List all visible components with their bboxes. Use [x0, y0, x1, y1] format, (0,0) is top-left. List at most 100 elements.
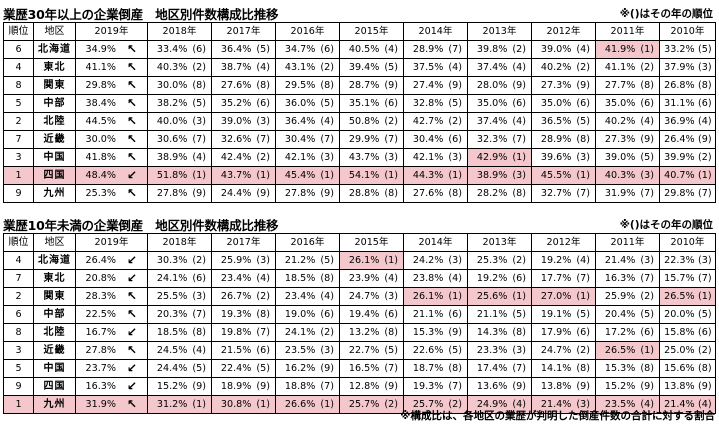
year-rank: (2) [384, 399, 398, 410]
region-cell: 中国 [33, 148, 76, 167]
share-value: 39.0% [540, 44, 572, 55]
table-row: 3 中国 41.8% ↖ 38.9% (4) 42.4% (2) 42.1% (3) 43.7% (3… [3, 148, 716, 167]
year-cell: 36.4% (5) [211, 40, 276, 59]
year-cell: 19.0% (6) [275, 305, 340, 324]
share-value: 21.2% [284, 255, 316, 266]
share-value: 19.4% [348, 309, 380, 320]
year-rank: (9) [320, 188, 334, 199]
year-cell: 40.3% (3) [595, 166, 660, 185]
year-cell: 17.4% (7) [467, 359, 532, 378]
share-value: 51.8% [156, 170, 188, 181]
rank-cell: 9 [3, 184, 34, 203]
year-cell: 30.8% (1) [211, 395, 276, 414]
year-rank: (9) [256, 188, 270, 199]
share-value: 15.7% [664, 273, 695, 284]
share-value: 28.3% [85, 291, 116, 302]
year-cell: 15.2% (9) [147, 377, 212, 396]
table1: 順位 地区 2019年 2018年 2017年 2016年 2015年 2014年 2013年 2… [3, 22, 716, 203]
arrow-up-left-icon: ↖ [126, 96, 138, 110]
year-rank: (1) [576, 170, 590, 181]
year-rank: (1) [192, 170, 206, 181]
arrow-up-left-icon: ↖ [126, 114, 138, 128]
year-cell: 25.5% (3) [147, 287, 212, 306]
year-rank: (3) [448, 255, 462, 266]
share-value: 25.6% [476, 291, 508, 302]
region-cell: 関東 [33, 287, 76, 306]
year-cell: 18.9% (9) [211, 377, 276, 396]
share-value: 13.8% [540, 381, 572, 392]
arrow-up-left-icon: ↖ [126, 42, 138, 56]
share-value: 40.2% [604, 116, 636, 127]
share-value: 18.5% [156, 327, 188, 338]
year-cell: 23.3% (3) [467, 341, 532, 360]
year-cell: 51.8% (1) [147, 166, 212, 185]
share-value: 39.8% [476, 44, 508, 55]
share-value: 42.1% [412, 152, 444, 163]
year-cell: 24.1% (6) [147, 269, 212, 288]
year-cell: 18.5% (8) [275, 269, 340, 288]
rank-cell: 7 [3, 269, 34, 288]
year-cell: 39.0% (5) [595, 148, 660, 167]
year-rank: (3) [320, 152, 334, 163]
year-cell: 20.0% (5) [659, 305, 716, 324]
year-rank: (7) [384, 134, 398, 145]
year-rank: (4) [384, 273, 398, 284]
share-value: 28.7% [348, 80, 380, 91]
year-rank: (4) [192, 345, 206, 356]
year-rank: (2) [576, 62, 590, 73]
share-value: 30.4% [412, 134, 444, 145]
year-rank: (9) [192, 381, 206, 392]
year-rank: (1) [512, 291, 526, 302]
column-header: 2015年 [339, 233, 404, 252]
year-rank: (7) [576, 273, 590, 284]
year-rank: (6) [256, 98, 270, 109]
year-rank: (2) [698, 152, 712, 163]
share-value: 26.7% [220, 291, 252, 302]
share-value: 19.2% [540, 255, 572, 266]
share-value: 17.9% [540, 327, 572, 338]
rank-cell: 1 [3, 166, 34, 185]
year-cell: 33.2% (5) [659, 40, 716, 59]
year-cell: 27.6% (8) [211, 76, 276, 95]
year-rank: (3) [576, 152, 590, 163]
year-rank: (4) [512, 399, 526, 410]
current-year-cell: 29.8% ↖ [75, 76, 148, 95]
share-value: 45.5% [540, 170, 572, 181]
year-rank: (7) [640, 188, 654, 199]
year-rank: (8) [640, 363, 654, 374]
year-rank: (4) [576, 44, 590, 55]
share-value: 28.9% [412, 44, 444, 55]
year-rank: (4) [640, 116, 654, 127]
year-rank: (8) [384, 327, 398, 338]
share-value: 26.1% [412, 291, 444, 302]
year-rank: (6) [698, 98, 712, 109]
year-cell: 31.2% (1) [147, 395, 212, 414]
column-header: 2016年 [275, 233, 340, 252]
share-value: 40.7% [664, 170, 695, 181]
year-cell: 31.9% (7) [595, 184, 660, 203]
year-cell: 36.9% (4) [659, 112, 716, 131]
year-cell: 39.0% (4) [531, 40, 596, 59]
year-rank: (7) [448, 44, 462, 55]
year-rank: (6) [640, 98, 654, 109]
share-value: 19.0% [284, 309, 316, 320]
share-value: 35.0% [476, 98, 508, 109]
year-cell: 21.1% (6) [403, 305, 468, 324]
current-year-cell: 41.1% ↖ [75, 58, 148, 77]
year-rank: (7) [640, 273, 654, 284]
year-rank: (7) [256, 327, 270, 338]
arrow-up-left-icon: ↖ [126, 186, 138, 200]
year-rank: (3) [512, 345, 526, 356]
year-cell: 25.3% (2) [467, 251, 532, 270]
share-value: 41.1% [85, 62, 116, 73]
rank-cell: 8 [3, 323, 34, 342]
region-cell: 九州 [33, 184, 76, 203]
year-rank: (9) [576, 381, 590, 392]
share-value: 30.0% [85, 134, 116, 145]
year-cell: 16.2% (9) [275, 359, 340, 378]
year-cell: 40.7% (1) [659, 166, 716, 185]
year-cell: 30.4% (6) [403, 130, 468, 149]
arrow-up-left-icon: ↖ [126, 343, 138, 357]
year-rank: (6) [384, 309, 398, 320]
year-rank: (1) [384, 255, 398, 266]
